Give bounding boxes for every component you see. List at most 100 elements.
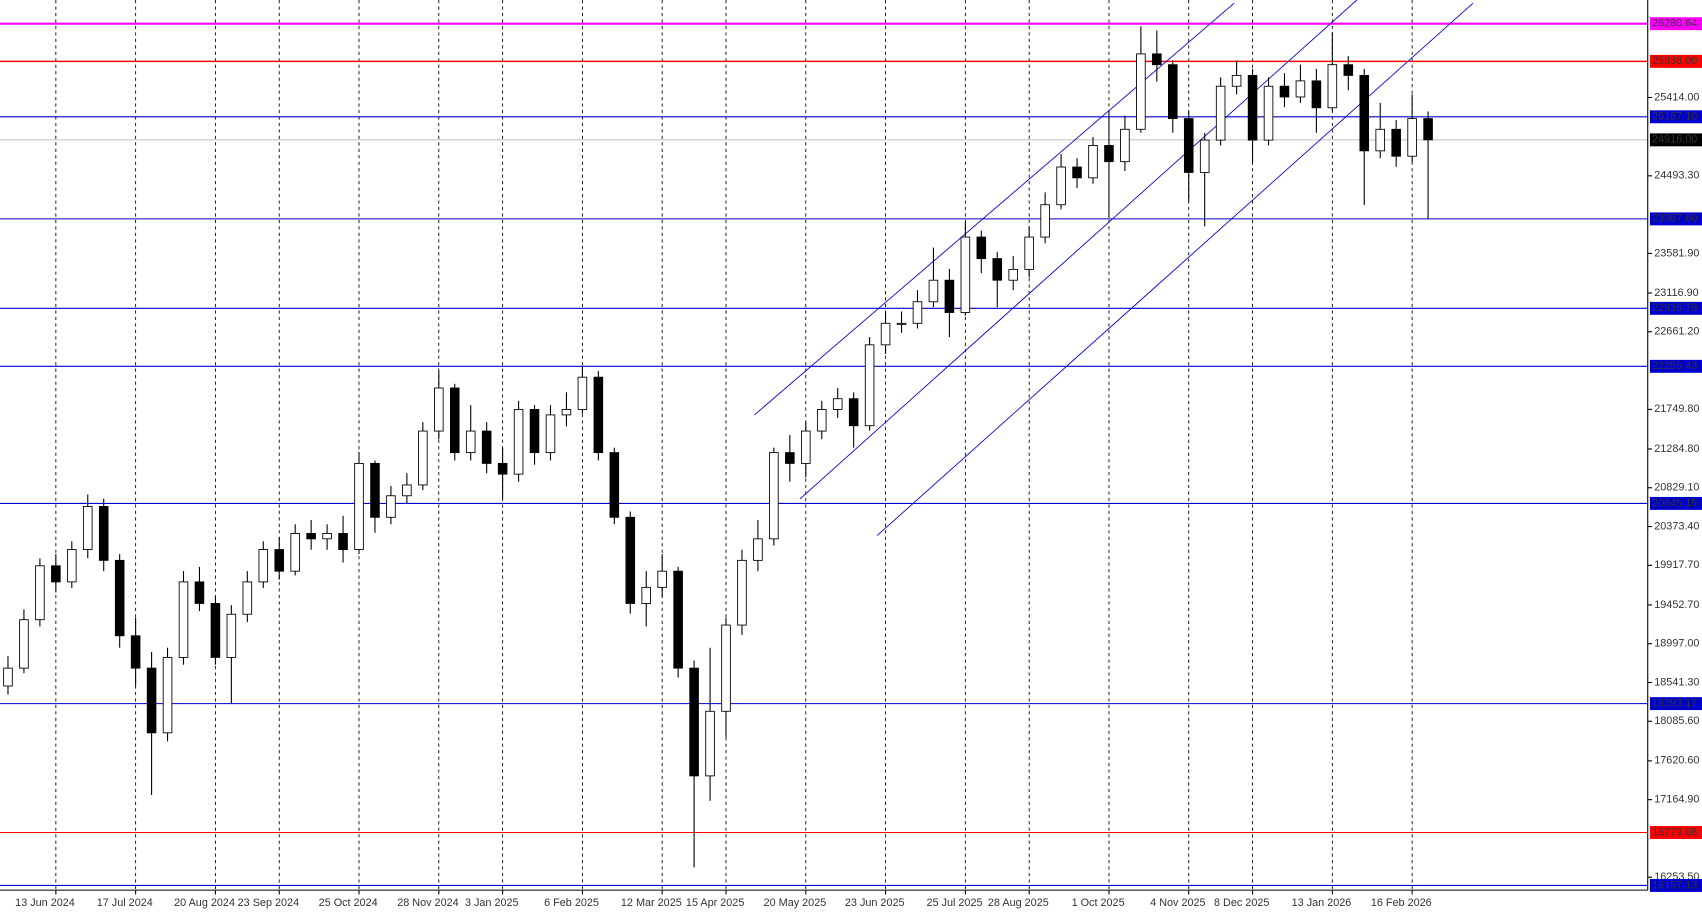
candle-body: [992, 258, 1003, 281]
candle-body: [386, 495, 396, 518]
candle-body: [545, 414, 556, 454]
candle-body: [1168, 64, 1178, 120]
y-tick-label: 18085.60: [1654, 715, 1699, 727]
candle-body: [306, 533, 316, 540]
candle-body: [641, 586, 652, 604]
candle-body: [673, 570, 683, 669]
y-tick-label: 16253.50: [1654, 871, 1699, 883]
candle-body: [801, 430, 811, 464]
y-tick-label: 24493.30: [1654, 170, 1699, 182]
candle-body: [1199, 139, 1210, 173]
candle-body: [19, 619, 29, 669]
level-label: 16157.13: [1652, 879, 1697, 891]
candle-body: [816, 409, 827, 432]
candle-body: [1311, 80, 1322, 109]
candle-body: [210, 603, 221, 658]
candle-body: [82, 506, 93, 550]
candle-body: [178, 581, 189, 658]
candle-body: [705, 710, 715, 777]
level-label-box: [1649, 496, 1702, 510]
x-tick-label: 16 Feb 2026: [1371, 897, 1432, 909]
y-tick-label: 23581.90: [1654, 247, 1699, 259]
candle-body: [1263, 85, 1274, 141]
candle-body: [944, 279, 955, 313]
y-tick-label: 21749.80: [1654, 403, 1699, 415]
level-label: 18293.17: [1652, 697, 1697, 709]
y-tick-label: 20373.40: [1654, 520, 1699, 532]
x-tick-label: 6 Feb 2025: [544, 897, 599, 909]
level-label: 22936.79: [1652, 302, 1697, 314]
candle-body: [67, 549, 77, 583]
level-label: 23987.60: [1652, 213, 1697, 225]
candle-body: [864, 344, 875, 427]
y-tick-label: 17620.60: [1654, 755, 1699, 767]
level-label: 24916.00: [1652, 134, 1697, 146]
candle-body: [1072, 166, 1082, 179]
candle-body: [226, 613, 237, 658]
candle-body: [98, 506, 109, 561]
candle-body: [1247, 74, 1258, 141]
candle-body: [1215, 85, 1226, 141]
channel-upper: [754, 2, 1235, 416]
x-tick-label: 23 Jun 2025: [845, 897, 905, 909]
x-tick-label: 12 Mar 2025: [621, 897, 682, 909]
y-tick-label: 18997.00: [1654, 638, 1699, 650]
candle-body: [338, 533, 348, 550]
candle-body: [880, 322, 891, 346]
axis: 16253.50 17164.90 17620.60 18085.60 18541.30…: [15, 17, 1702, 909]
candle-body: [146, 667, 157, 734]
candle-body: [1375, 128, 1385, 152]
level-label: 25187.10: [1652, 111, 1697, 123]
candle-body: [1024, 236, 1034, 270]
candle-body: [1295, 80, 1306, 98]
candle-body: [753, 538, 763, 561]
channel-middle: [799, 0, 1358, 500]
candle-body: [290, 533, 300, 572]
x-tick-label: 13 Jun 2024: [15, 897, 75, 909]
x-tick-label: 25 Oct 2024: [319, 897, 378, 909]
level-label-box: [1649, 359, 1702, 373]
x-tick-label: 15 Apr 2025: [686, 897, 744, 909]
y-tick-label: 18541.30: [1654, 676, 1699, 688]
candle-body: [130, 635, 141, 669]
candle-body: [1407, 118, 1417, 157]
candle-body: [481, 430, 492, 464]
candle-body: [434, 387, 444, 432]
candle-body: [1136, 53, 1146, 130]
candle-body: [402, 484, 412, 497]
candle-body: [609, 452, 620, 518]
candle-body: [322, 533, 332, 540]
level-label-box: [1649, 301, 1702, 315]
x-tick-label: 23 Sep 2024: [238, 897, 299, 909]
candle-body: [1391, 128, 1401, 157]
level-label-box: [1649, 826, 1702, 839]
x-tick-label: 4 Nov 2025: [1150, 897, 1205, 909]
candle-body: [1152, 53, 1162, 66]
candle-body: [1423, 118, 1433, 141]
candle-body: [625, 516, 636, 604]
candles: [3, 26, 1433, 868]
candle-body: [1040, 204, 1050, 238]
x-tick-label: 28 Nov 2024: [397, 897, 458, 909]
candle-body: [354, 462, 364, 550]
candle-body: [1327, 64, 1338, 109]
candle-body: [465, 430, 476, 454]
channel: [754, 0, 1474, 536]
candle-body: [1183, 118, 1194, 173]
levels: [0, 22, 1648, 886]
candle-body: [274, 549, 285, 572]
candle-body: [960, 236, 971, 313]
level-label-box: [1649, 133, 1702, 147]
x-tick-label: 8 Dec 2025: [1214, 897, 1269, 909]
candle-body: [928, 279, 939, 303]
x-tick-label: 28 Aug 2025: [988, 897, 1049, 909]
candle-body: [657, 570, 667, 588]
candle-body: [258, 549, 269, 583]
candle-body: [3, 667, 13, 687]
candle-body: [370, 462, 380, 518]
level-label: 22255.43: [1652, 360, 1697, 372]
candle-body: [721, 624, 731, 712]
level-label: 16779.08: [1652, 826, 1697, 838]
x-tick-label: 25 Jul 2025: [926, 897, 982, 909]
candle-body: [513, 409, 524, 475]
